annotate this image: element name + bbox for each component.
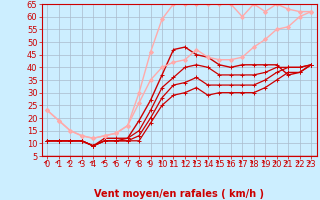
X-axis label: Vent moyen/en rafales ( km/h ): Vent moyen/en rafales ( km/h ) [94,189,264,199]
